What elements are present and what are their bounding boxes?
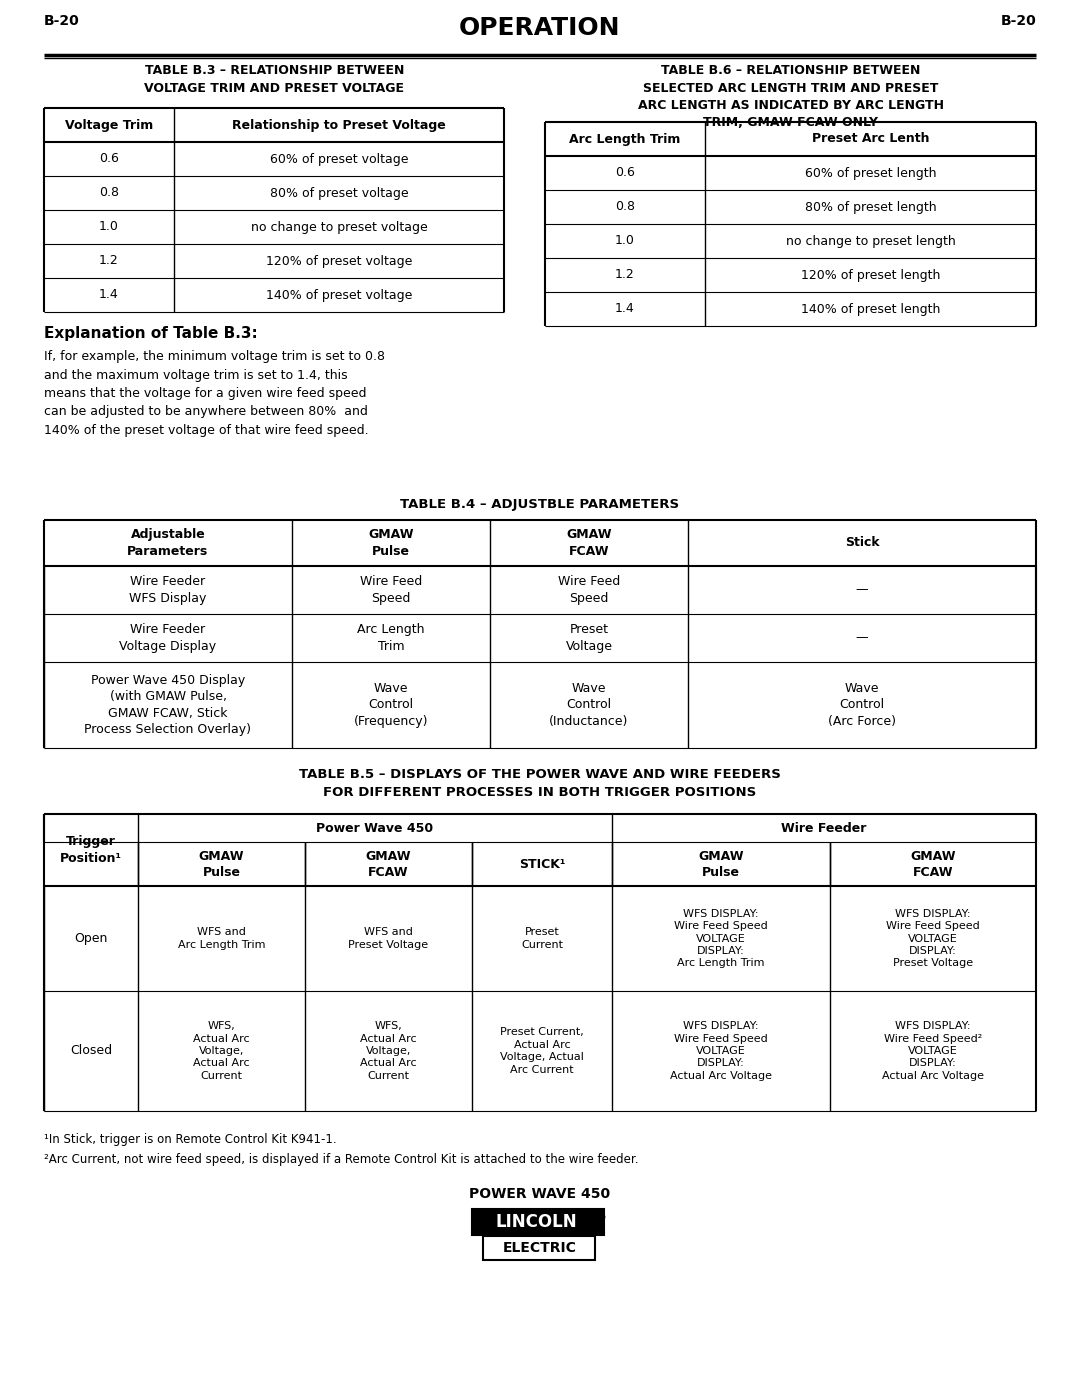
Text: TABLE B.5 – DISPLAYS OF THE POWER WAVE AND WIRE FEEDERS
FOR DIFFERENT PROCESSES : TABLE B.5 – DISPLAYS OF THE POWER WAVE A… [299, 768, 781, 799]
Text: WFS DISPLAY:
Wire Feed Speed
VOLTAGE
DISPLAY:
Actual Arc Voltage: WFS DISPLAY: Wire Feed Speed VOLTAGE DIS… [670, 1021, 772, 1081]
Text: ²Arc Current, not wire feed speed, is displayed if a Remote Control Kit is attac: ²Arc Current, not wire feed speed, is di… [44, 1153, 638, 1166]
Text: Arc Length Trim: Arc Length Trim [569, 133, 680, 145]
Text: 1.0: 1.0 [616, 235, 635, 247]
Text: STICK¹: STICK¹ [518, 858, 565, 870]
Text: 60% of preset voltage: 60% of preset voltage [270, 152, 408, 165]
Text: 1.4: 1.4 [616, 303, 635, 316]
Text: Preset Current,
Actual Arc
Voltage, Actual
Arc Current: Preset Current, Actual Arc Voltage, Actu… [500, 1027, 584, 1074]
Text: WFS DISPLAY:
Wire Feed Speed²
VOLTAGE
DISPLAY:
Actual Arc Voltage: WFS DISPLAY: Wire Feed Speed² VOLTAGE DI… [882, 1021, 984, 1081]
Text: 80% of preset length: 80% of preset length [805, 201, 936, 214]
Text: WFS DISPLAY:
Wire Feed Speed
VOLTAGE
DISPLAY:
Preset Voltage: WFS DISPLAY: Wire Feed Speed VOLTAGE DIS… [886, 908, 980, 968]
Text: Wire Feeder: Wire Feeder [781, 821, 866, 834]
Text: WFS DISPLAY:
Wire Feed Speed
VOLTAGE
DISPLAY:
Arc Length Trim: WFS DISPLAY: Wire Feed Speed VOLTAGE DIS… [674, 908, 768, 968]
Text: 0.8: 0.8 [99, 187, 119, 200]
Text: OPERATION: OPERATION [459, 15, 621, 41]
Text: ELECTRIC: ELECTRIC [503, 1241, 577, 1255]
Text: 1.0: 1.0 [99, 221, 119, 233]
Text: ®: ® [597, 1213, 607, 1222]
Text: no change to preset voltage: no change to preset voltage [251, 221, 428, 233]
Text: Wave
Control
(Arc Force): Wave Control (Arc Force) [828, 682, 896, 728]
Text: 80% of preset voltage: 80% of preset voltage [270, 187, 408, 200]
Text: 120% of preset voltage: 120% of preset voltage [266, 254, 413, 267]
Text: Wave
Control
(Frequency): Wave Control (Frequency) [354, 682, 429, 728]
Text: B-20: B-20 [1000, 14, 1036, 28]
Text: Preset Arc Lenth: Preset Arc Lenth [812, 133, 929, 145]
Text: Stick: Stick [845, 536, 879, 549]
Text: GMAW
Pulse: GMAW Pulse [368, 528, 414, 557]
Text: GMAW
FCAW: GMAW FCAW [566, 528, 611, 557]
Text: 1.2: 1.2 [616, 268, 635, 282]
Text: Wire Feed
Speed: Wire Feed Speed [360, 576, 422, 605]
Bar [472, 1208, 604, 1235]
Text: WFS and
Preset Voltage: WFS and Preset Voltage [349, 928, 429, 950]
Text: Explanation of Table B.3:: Explanation of Table B.3: [44, 326, 258, 341]
Text: Preset
Current: Preset Current [521, 928, 563, 950]
Bar [483, 1236, 595, 1260]
Text: 120% of preset length: 120% of preset length [800, 268, 941, 282]
Text: Wire Feeder
WFS Display: Wire Feeder WFS Display [130, 576, 206, 605]
Text: 60% of preset length: 60% of preset length [805, 166, 936, 179]
Text: Closed: Closed [70, 1045, 112, 1058]
Text: 140% of preset length: 140% of preset length [800, 303, 941, 316]
Text: Relationship to Preset Voltage: Relationship to Preset Voltage [232, 119, 446, 131]
Text: 1.4: 1.4 [99, 289, 119, 302]
Text: If, for example, the minimum voltage trim is set to 0.8
and the maximum voltage : If, for example, the minimum voltage tri… [44, 351, 384, 437]
Text: POWER WAVE 450: POWER WAVE 450 [470, 1187, 610, 1201]
Text: GMAW
Pulse: GMAW Pulse [199, 849, 244, 879]
Text: TABLE B.4 – ADJUSTBLE PARAMETERS: TABLE B.4 – ADJUSTBLE PARAMETERS [401, 497, 679, 511]
Text: —: — [855, 631, 868, 644]
Text: Power Wave 450: Power Wave 450 [316, 821, 433, 834]
Text: GMAW
Pulse: GMAW Pulse [699, 849, 744, 879]
Text: TABLE B.6 – RELATIONSHIP BETWEEN
SELECTED ARC LENGTH TRIM AND PRESET
ARC LENGTH : TABLE B.6 – RELATIONSHIP BETWEEN SELECTE… [637, 64, 944, 130]
Text: LINCOLN: LINCOLN [496, 1213, 577, 1231]
Text: Preset
Voltage: Preset Voltage [566, 623, 612, 652]
Text: Open: Open [75, 932, 108, 944]
Text: Wave
Control
(Inductance): Wave Control (Inductance) [550, 682, 629, 728]
Text: GMAW
FCAW: GMAW FCAW [910, 849, 956, 879]
Text: 1.2: 1.2 [99, 254, 119, 267]
Text: Power Wave 450 Display
(with GMAW Pulse,
GMAW FCAW, Stick
Process Selection Over: Power Wave 450 Display (with GMAW Pulse,… [84, 673, 252, 736]
Text: ¹In Stick, trigger is on Remote Control Kit K941-1.: ¹In Stick, trigger is on Remote Control … [44, 1133, 337, 1146]
Text: TABLE B.3 – RELATIONSHIP BETWEEN
VOLTAGE TRIM AND PRESET VOLTAGE: TABLE B.3 – RELATIONSHIP BETWEEN VOLTAGE… [145, 64, 405, 95]
Text: 140% of preset voltage: 140% of preset voltage [266, 289, 413, 302]
Text: Wire Feeder
Voltage Display: Wire Feeder Voltage Display [120, 623, 217, 652]
Text: 0.8: 0.8 [615, 201, 635, 214]
Text: Adjustable
Parameters: Adjustable Parameters [127, 528, 208, 557]
Text: Wire Feed
Speed: Wire Feed Speed [558, 576, 620, 605]
Text: 0.6: 0.6 [616, 166, 635, 179]
Text: —: — [855, 584, 868, 597]
Text: 0.6: 0.6 [99, 152, 119, 165]
Text: no change to preset length: no change to preset length [785, 235, 956, 247]
Text: GMAW
FCAW: GMAW FCAW [366, 849, 411, 879]
Text: WFS and
Arc Length Trim: WFS and Arc Length Trim [178, 928, 266, 950]
Text: Trigger
Position¹: Trigger Position¹ [60, 835, 122, 865]
Text: B-20: B-20 [44, 14, 80, 28]
Text: WFS,
Actual Arc
Voltage,
Actual Arc
Current: WFS, Actual Arc Voltage, Actual Arc Curr… [193, 1021, 249, 1081]
Text: Arc Length
Trim: Arc Length Trim [357, 623, 424, 652]
Text: Voltage Trim: Voltage Trim [65, 119, 153, 131]
Text: WFS,
Actual Arc
Voltage,
Actual Arc
Current: WFS, Actual Arc Voltage, Actual Arc Curr… [361, 1021, 417, 1081]
